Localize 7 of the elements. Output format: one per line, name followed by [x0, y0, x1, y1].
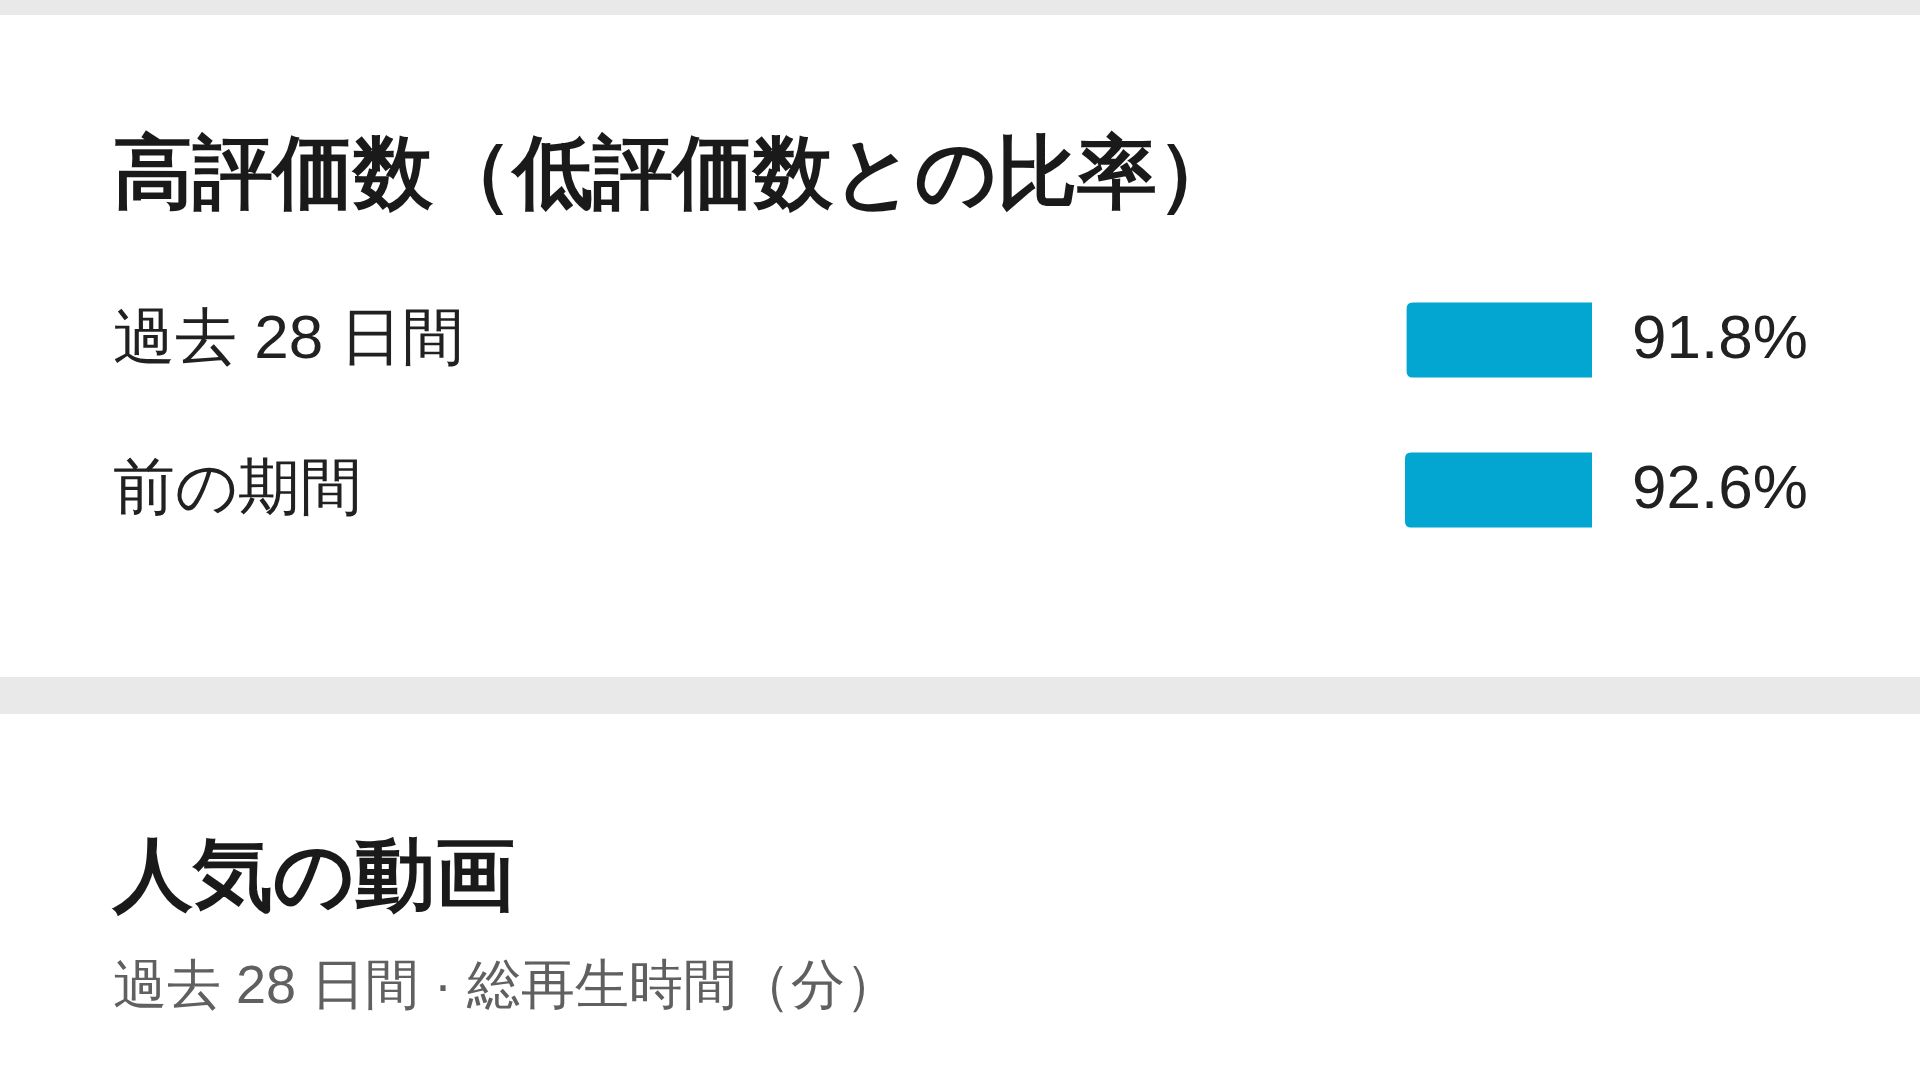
data-label: 92.6% — [1632, 452, 1808, 521]
text: 高評価数（低評価数との比率） — [113, 128, 1237, 217]
text: 過去 28 日間 · 総再生時間（分） — [113, 954, 900, 1014]
y-tick-label: 前の期間 — [113, 452, 362, 521]
data-label: 91.8% — [1632, 302, 1808, 371]
y-tick-label: 過去 28 日間 — [113, 302, 465, 371]
text: 人気の動画 — [111, 830, 515, 919]
